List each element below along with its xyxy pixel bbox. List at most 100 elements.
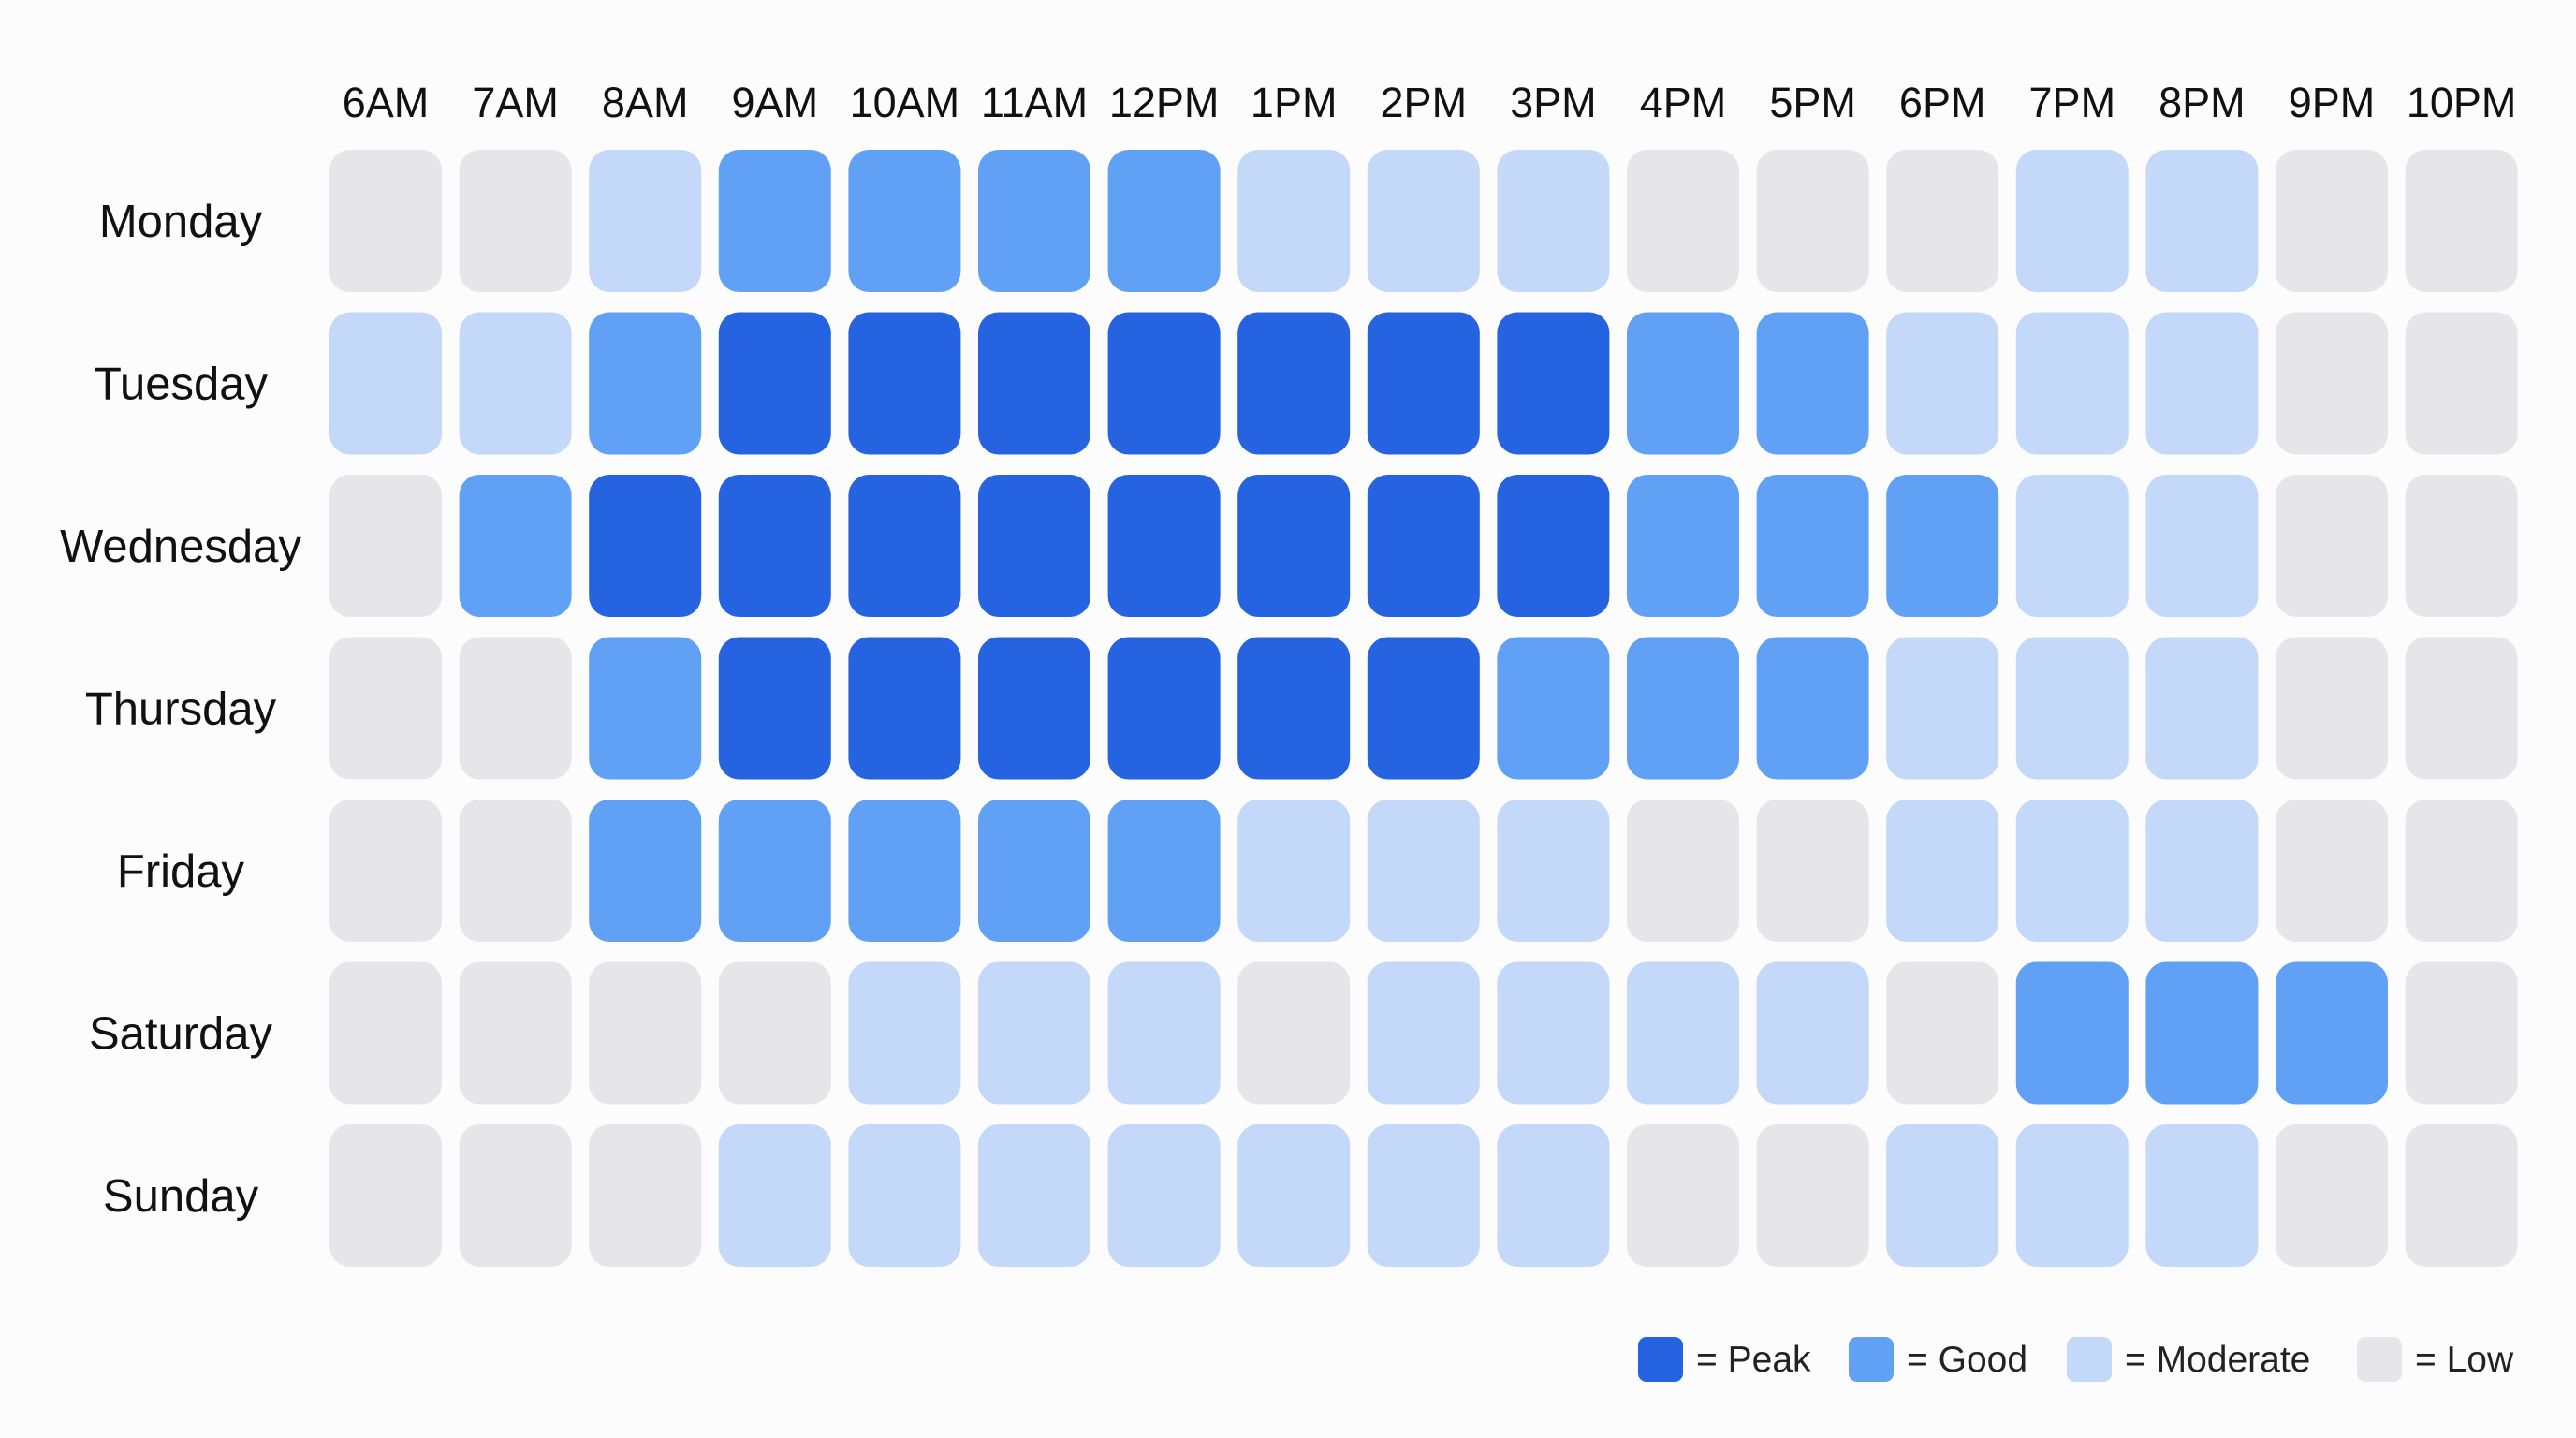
heatmap-cell: [2276, 961, 2388, 1105]
heatmap-cell: [1107, 961, 1221, 1105]
x-tick-label: 9AM: [732, 79, 819, 126]
heatmap-cell: [459, 961, 572, 1105]
heatmap-cell: [718, 961, 831, 1105]
x-tick-label: 10PM: [2407, 79, 2517, 126]
x-tick-label: 7PM: [2029, 79, 2116, 126]
heatmap-cell: [978, 150, 1090, 292]
heatmap-cell: [2405, 637, 2518, 780]
heatmap-cell: [2145, 475, 2259, 617]
heatmap-cell: [1367, 475, 1480, 617]
heatmap-cell: [1627, 475, 1739, 617]
y-tick-label: Thursday: [85, 684, 277, 735]
heatmap-cell: [1627, 637, 1739, 780]
heatmap-cell: [718, 1124, 831, 1267]
heatmap-cell: [978, 961, 1090, 1105]
heatmap-cell: [589, 961, 702, 1105]
heatmap-cell: [2015, 475, 2129, 617]
x-tick-label: 2PM: [1381, 79, 1468, 126]
heatmap-cell: [2145, 637, 2259, 780]
heatmap-cell: [2405, 475, 2518, 617]
heatmap-cell: [2405, 800, 2518, 942]
x-tick-label: 5PM: [1769, 79, 1856, 126]
y-tick-label: Friday: [117, 846, 245, 897]
y-tick-label: Wednesday: [60, 521, 301, 572]
heatmap-cell: [1237, 312, 1351, 455]
heatmap-cell: [1756, 1124, 1869, 1267]
heatmap-cell: [1886, 312, 1999, 455]
y-tick-label: Tuesday: [94, 360, 269, 410]
heatmap-cell: [1756, 961, 1869, 1105]
heatmap-cell: [1756, 637, 1869, 780]
x-tick-label: 10AM: [850, 79, 960, 126]
heatmap-cell: [848, 800, 961, 942]
heatmap-cell: [1756, 150, 1869, 292]
heatmap-cell: [1886, 150, 1999, 292]
x-tick-label: 9PM: [2289, 79, 2376, 126]
heatmap-cell: [459, 637, 572, 780]
x-tick-label: 1PM: [1251, 79, 1338, 126]
legend-label-good: = Good: [1907, 1340, 2027, 1380]
heatmap-cell: [1627, 312, 1739, 455]
legend: = Peak = Good = Moderate = Low: [1638, 1337, 2514, 1382]
x-tick-label: 8AM: [602, 79, 689, 126]
heatmap-cell: [329, 150, 442, 292]
legend-swatch-low: [2357, 1337, 2402, 1382]
heatmap-cell: [2145, 312, 2259, 455]
heatmap-cell: [1497, 312, 1610, 455]
x-tick-label: 8PM: [2159, 79, 2246, 126]
heatmap-cell: [1886, 637, 1999, 780]
y-tick-label: Saturday: [89, 1009, 273, 1060]
heatmap-cell: [589, 1124, 702, 1267]
heatmap-cell: [1886, 800, 1999, 942]
heatmap-cell: [2145, 1124, 2259, 1267]
heatmap-cell: [2405, 1124, 2518, 1267]
heatmap-cell: [2405, 312, 2518, 455]
heatmap-cell: [2276, 637, 2388, 780]
heatmap-cell: [1497, 150, 1610, 292]
heatmap-cell: [329, 800, 442, 942]
heatmap-cell: [1756, 475, 1869, 617]
heatmap-cell: [1886, 475, 1999, 617]
heatmap-cell: [2145, 150, 2259, 292]
heatmap-cells: [329, 150, 2518, 1267]
x-tick-label: 11AM: [981, 79, 1088, 126]
heatmap-cell: [1367, 800, 1480, 942]
legend-label-low: = Low: [2415, 1340, 2514, 1380]
heatmap-cell: [459, 475, 572, 617]
heatmap-cell: [2145, 961, 2259, 1105]
row-labels: Monday Tuesday Wednesday Thursday Friday Satu…: [60, 197, 301, 1222]
heatmap-cell: [2145, 800, 2259, 942]
heatmap-cell: [718, 800, 831, 942]
heatmap-cell: [1107, 800, 1221, 942]
heatmap-cell: [1237, 475, 1351, 617]
heatmap-cell: [589, 475, 702, 617]
heatmap-cell: [848, 312, 961, 455]
legend-swatch-peak: [1638, 1337, 1683, 1382]
heatmap-cell: [1237, 800, 1351, 942]
heatmap-cell: [848, 961, 961, 1105]
y-tick-label: Sunday: [103, 1171, 259, 1222]
heatmap-cell: [1367, 1124, 1480, 1267]
x-tick-label: 3PM: [1510, 79, 1597, 126]
heatmap-cell: [2015, 150, 2129, 292]
heatmap-cell: [459, 800, 572, 942]
heatmap-cell: [978, 475, 1090, 617]
heatmap-cell: [848, 150, 961, 292]
heatmap-cell: [1237, 637, 1351, 780]
heatmap-cell: [1886, 961, 1999, 1105]
heatmap-cell: [1497, 800, 1610, 942]
heatmap-cell: [2276, 475, 2388, 617]
heatmap-cell: [1497, 1124, 1610, 1267]
heatmap-cell: [718, 637, 831, 780]
heatmap-cell: [589, 150, 702, 292]
heatmap-cell: [2405, 961, 2518, 1105]
heatmap-cell: [978, 637, 1090, 780]
heatmap-cell: [848, 1124, 961, 1267]
heatmap-cell: [1886, 1124, 1999, 1267]
column-labels: 6AM 7AM 8AM 9AM 10AM 11AM 12PM 1PM 2PM 3PM 4PM 5PM 6…: [343, 79, 2517, 126]
x-tick-label: 6AM: [343, 79, 430, 126]
heatmap-cell: [978, 312, 1090, 455]
heatmap-cell: [329, 312, 442, 455]
heatmap-cell: [589, 312, 702, 455]
heatmap-cell: [2015, 1124, 2129, 1267]
